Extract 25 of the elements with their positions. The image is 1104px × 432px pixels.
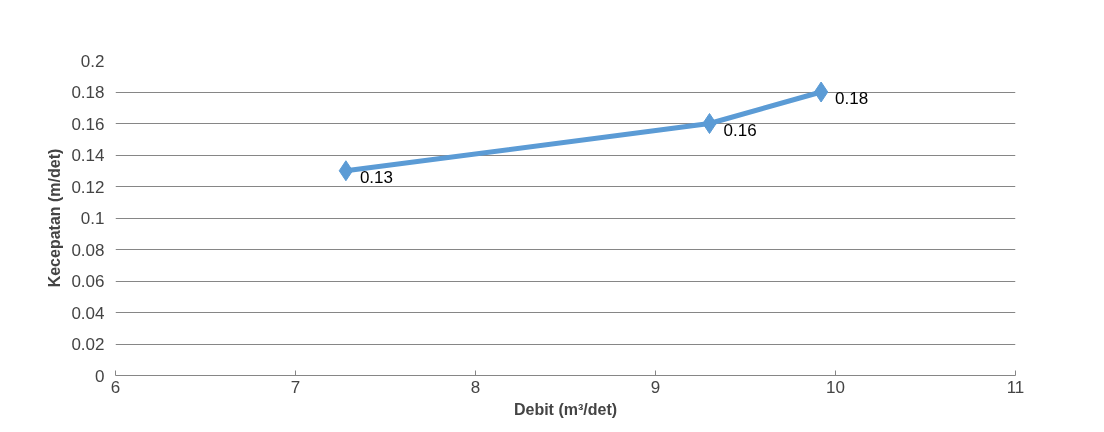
point xyxy=(702,113,717,134)
y-tick-label: 0 xyxy=(95,366,105,386)
data-label: 0.16 xyxy=(723,120,757,140)
data-label: 0.18 xyxy=(835,89,869,108)
y-tick-label: 0.18 xyxy=(71,83,105,102)
y-tick-label: 0.08 xyxy=(71,240,105,260)
point xyxy=(813,81,829,103)
x-tick-label: 8 xyxy=(470,377,481,397)
y-tick-label: 0.14 xyxy=(71,146,105,165)
x-tick-label: 7 xyxy=(290,377,301,397)
x-tick-label: 10 xyxy=(826,377,845,397)
point xyxy=(338,160,354,182)
y-tick-label: 0.2 xyxy=(80,51,105,71)
x-tick-label: 6 xyxy=(110,377,121,397)
y-tick-label: 0.12 xyxy=(71,177,105,197)
y-tick-label: 0.04 xyxy=(71,303,105,323)
y-tick-label: 0.06 xyxy=(71,272,105,291)
y-tick-label: 0.1 xyxy=(80,209,105,228)
x-tick-label: 11 xyxy=(1006,377,1025,397)
x-axis-title: Debit (m³/det) xyxy=(513,400,618,418)
y-axis-title: Kecepatan (m/det) xyxy=(46,148,64,288)
data-label: 0.13 xyxy=(359,167,393,187)
y-tick-label: 0.02 xyxy=(71,335,105,354)
x-tick-label: 9 xyxy=(650,377,661,397)
y-tick-label: 0.16 xyxy=(71,114,105,134)
